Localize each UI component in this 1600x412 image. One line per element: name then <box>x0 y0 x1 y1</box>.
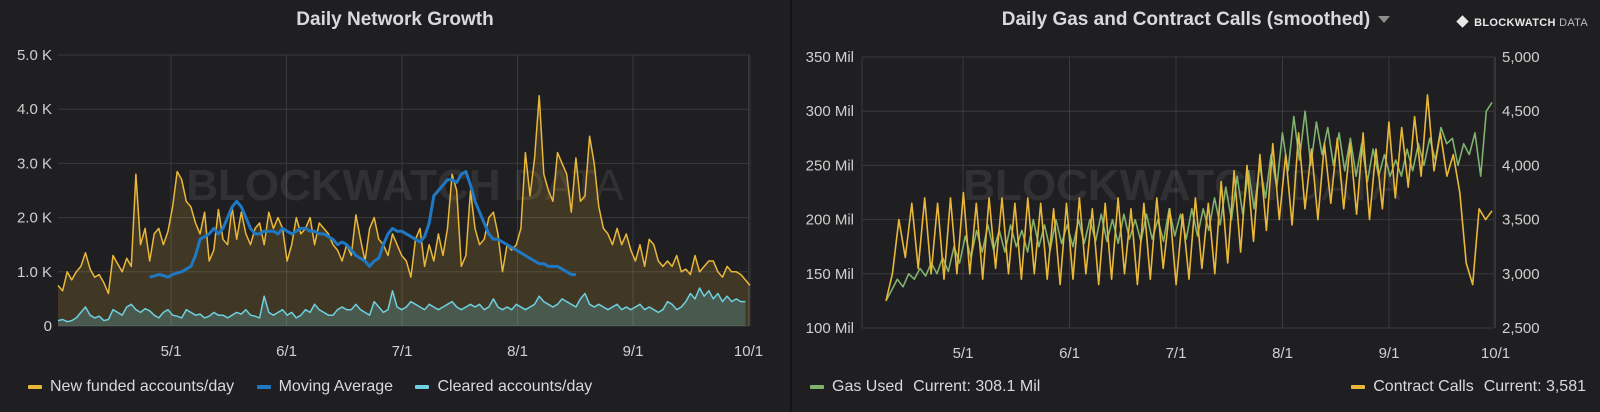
brand-bold: BLOCKWATCH <box>1474 17 1556 29</box>
y-right-tick-label: 4,500 <box>1502 103 1540 120</box>
series-line-0 <box>57 94 751 295</box>
y-left-tick-label: 150 Mil <box>806 266 854 283</box>
dropdown-caret-icon[interactable] <box>1378 16 1391 24</box>
legend-item-moving-average[interactable]: Moving Average <box>256 378 394 396</box>
x-tick-label: 10/1 <box>1481 345 1510 362</box>
y-right-tick-label: 3,000 <box>1502 266 1540 283</box>
panel-title[interactable]: Daily Gas and Contract Calls (smoothed) <box>792 9 1600 31</box>
y-tick-label: 5.0 K <box>17 47 52 64</box>
legend-swatch <box>28 385 42 389</box>
legend-item-new-funded[interactable]: New funded accounts/day <box>28 378 234 396</box>
legend-item-gas-used[interactable]: Gas Used Current: 308.1 Mil <box>810 378 1040 396</box>
y-tick-label: 1.0 K <box>17 264 52 281</box>
gas-legend: Gas Used Current: 308.1 Mil <box>810 376 1058 396</box>
y-left-tick-label: 350 Mil <box>806 49 854 66</box>
x-tick-label: 5/1 <box>953 345 974 362</box>
y-right-tick-label: 5,000 <box>1502 49 1540 66</box>
x-tick-label: 7/1 <box>1166 345 1187 362</box>
y-right-tick-label: 3,500 <box>1502 212 1540 229</box>
gas-contract-chart[interactable]: 100 Mil 150 Mil 200 Mil 250 Mil 300 Mil 350 M… <box>792 0 1600 412</box>
watermark-bold: BLOCKWATCH <box>963 161 1277 210</box>
panel-title[interactable]: Daily Network Growth <box>0 9 790 31</box>
brand-logo: BLOCKWATCH DATA <box>1456 15 1588 29</box>
legend-swatch <box>415 385 430 389</box>
network-growth-title: Daily Network Growth <box>296 9 494 30</box>
x-tick-label: 6/1 <box>1059 345 1080 362</box>
watermark: BLOCKWATCH DATA <box>963 161 1401 210</box>
series-line-1 <box>149 170 576 279</box>
y-tick-label: 3.0 K <box>17 155 52 172</box>
gas-contract-panel: Daily Gas and Contract Calls (smoothed) … <box>792 0 1600 412</box>
legend-item-cleared[interactable]: Cleared accounts/day <box>415 378 592 396</box>
series-area-2 <box>58 288 746 326</box>
x-tick-label: 5/1 <box>161 343 182 360</box>
x-tick-label: 8/1 <box>1272 345 1293 362</box>
y-tick-label: 0 <box>44 318 52 335</box>
series-area-0 <box>58 95 750 326</box>
y-left-tick-label: 100 Mil <box>806 320 854 337</box>
legend-label: Moving Average <box>278 378 394 395</box>
contract-legend: Contract Calls Current: 3,581 <box>1351 376 1586 396</box>
legend-current-value: Current: 308.1 Mil <box>913 378 1041 395</box>
network-growth-panel: Daily Network Growth 0 1.0 K 2.0 K 3.0 K 4.0… <box>0 0 790 412</box>
legend-current-value: Current: 3,581 <box>1483 378 1586 395</box>
brand-light: DATA <box>1559 17 1588 29</box>
legend-label: Gas Used <box>832 378 904 395</box>
legend-label: Cleared accounts/day <box>437 378 593 395</box>
y-right-tick-label: 4,000 <box>1502 157 1540 174</box>
legend-label: New funded accounts/day <box>50 378 235 395</box>
panel-divider <box>790 0 792 412</box>
legend-item-contract-calls[interactable]: Contract Calls Current: 3,581 <box>1351 378 1586 396</box>
y-left-tick-label: 250 Mil <box>806 157 854 174</box>
series-line-2 <box>57 287 746 323</box>
x-tick-label: 6/1 <box>276 343 297 360</box>
y-tick-label: 2.0 K <box>17 210 52 227</box>
series-line-1 <box>885 94 1493 302</box>
gas-contract-title: Daily Gas and Contract Calls (smoothed) <box>1001 9 1371 30</box>
network-growth-chart[interactable]: 0 1.0 K 2.0 K 3.0 K 4.0 K 5.0 K 5/1 6/1 7/1 8/1 9/… <box>0 0 790 412</box>
y-left-tick-label: 300 Mil <box>806 103 854 120</box>
legend-label: Contract Calls <box>1373 378 1474 395</box>
legend-swatch <box>810 385 824 389</box>
x-tick-label: 8/1 <box>507 343 528 360</box>
network-growth-legend: New funded accounts/day Moving Average C… <box>28 376 610 396</box>
x-tick-label: 9/1 <box>1379 345 1400 362</box>
x-tick-label: 10/1 <box>734 343 763 360</box>
legend-swatch <box>1351 385 1366 389</box>
y-tick-label: 4.0 K <box>17 101 52 118</box>
legend-swatch <box>256 385 271 389</box>
x-tick-label: 7/1 <box>392 343 413 360</box>
watermark-light: DATA <box>501 161 625 210</box>
y-right-tick-label: 2,500 <box>1502 320 1540 337</box>
y-left-tick-label: 200 Mil <box>806 212 854 229</box>
x-tick-label: 9/1 <box>623 343 644 360</box>
